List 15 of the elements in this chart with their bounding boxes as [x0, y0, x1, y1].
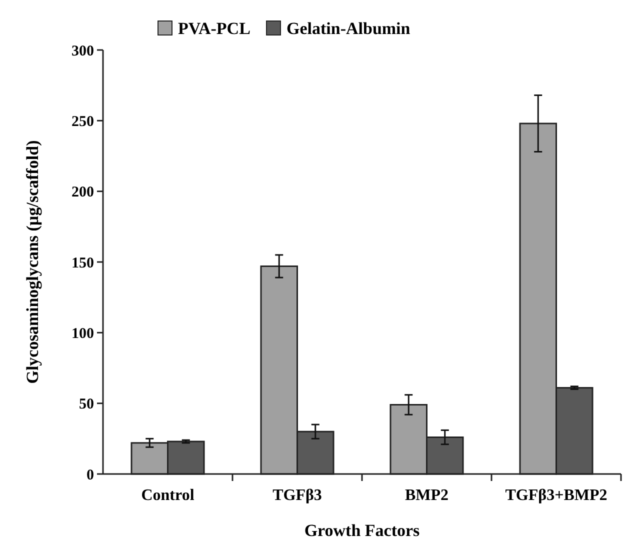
y-tick-label: 100 [72, 326, 94, 342]
y-tick-label: 0 [86, 467, 94, 484]
x-axis-title: Growth Factors [304, 521, 420, 540]
y-tick-label: 50 [79, 396, 94, 413]
y-tick-label: 150 [72, 255, 94, 272]
x-tick-label: Control [141, 487, 195, 504]
y-axis-title: Glycosaminoglycans (µg/scaffold) [23, 140, 42, 384]
y-tick-label: 200 [72, 184, 94, 201]
y-tick-label: 250 [72, 114, 94, 130]
y-tick-label: 300 [72, 43, 94, 60]
legend-label: Gelatin-Albumin [286, 18, 411, 38]
x-tick-label: TGFβ3+BMP2 [505, 487, 608, 504]
x-tick-label: TGFβ3 [272, 487, 322, 504]
legend-label: PVA-PCL [178, 18, 250, 38]
x-tick-label: BMP2 [404, 487, 449, 504]
